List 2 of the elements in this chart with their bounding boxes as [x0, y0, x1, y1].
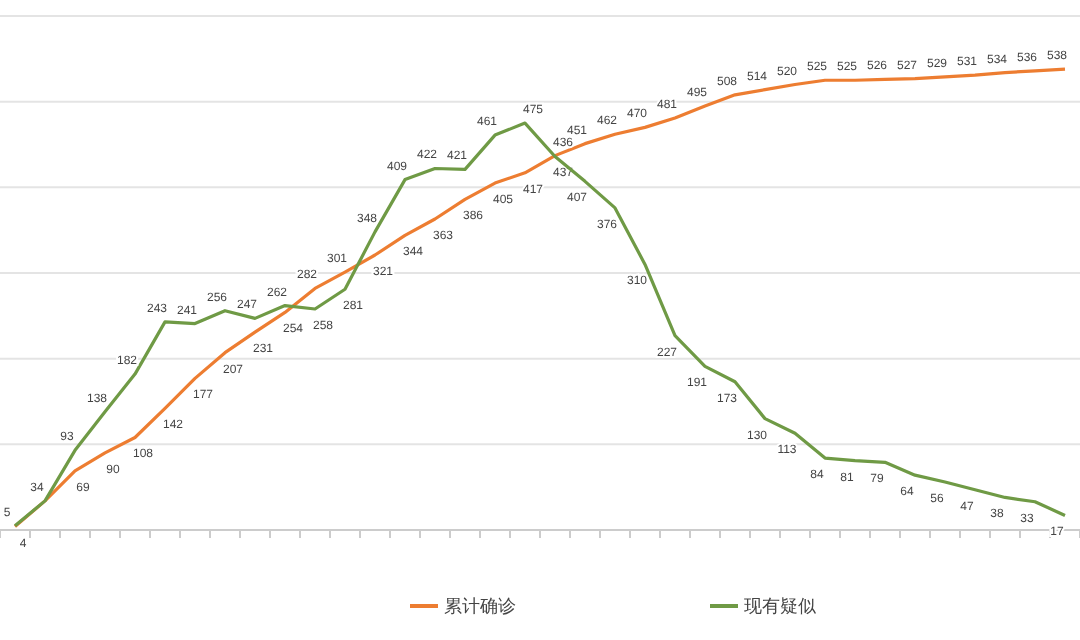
legend-label: 现有疑似	[744, 596, 816, 616]
legend-label: 累计确诊	[444, 596, 516, 616]
